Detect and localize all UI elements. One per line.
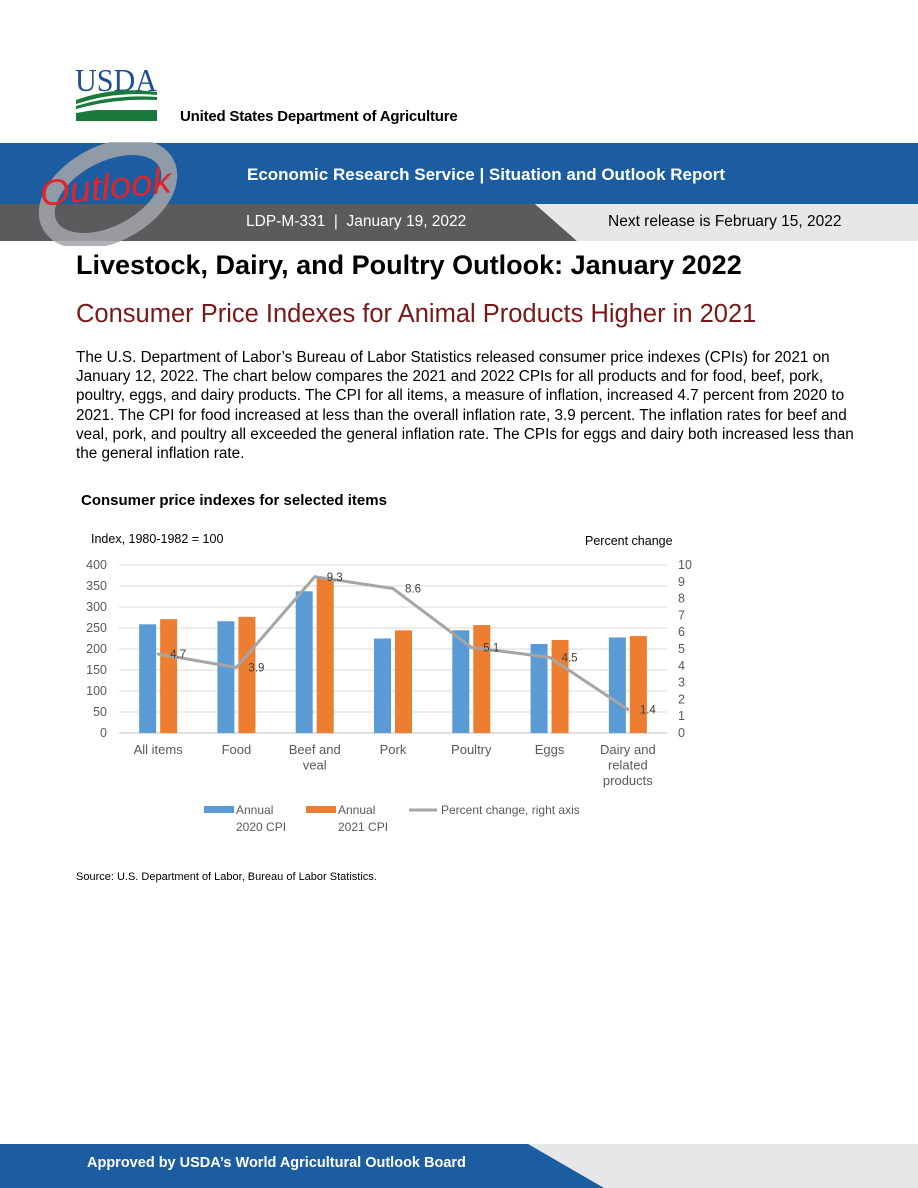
report-id-date: LDP-M-331 | January 19, 2022 [246, 213, 467, 230]
bar-2020 [295, 591, 313, 733]
y-tick-label: 0 [100, 726, 107, 740]
bar-2020 [530, 643, 548, 733]
y2-tick-label: 9 [678, 575, 685, 589]
line-point [391, 587, 395, 591]
cpi-chart: Index, 1980-1982 = 100 Percent change 4.… [86, 532, 692, 834]
data-label: 3.9 [248, 662, 264, 674]
bar-2021 [473, 625, 491, 733]
bar-2021 [316, 578, 334, 733]
department-name: United States Department of Agriculture [180, 108, 458, 125]
y-tick-label: 400 [86, 558, 107, 572]
y2-tick-label: 7 [678, 608, 685, 622]
y2-tick-label: 8 [678, 592, 685, 606]
y-tick-label: 250 [86, 621, 107, 635]
y2-tick-label: 0 [678, 726, 685, 740]
outlook-logo: Outlook [38, 142, 178, 246]
y2-tick-label: 2 [678, 692, 685, 706]
legend-label: 2021 CPI [338, 820, 388, 834]
legend-label: Annual [236, 803, 273, 817]
data-label: 8.6 [405, 584, 421, 596]
line-point [626, 707, 630, 711]
next-release-date: Next release is February 15, 2022 [608, 213, 842, 230]
bar-2021 [238, 616, 256, 733]
x-tick-label: Poultry [451, 742, 492, 757]
bar-2020 [608, 637, 626, 733]
line-point [469, 645, 473, 649]
legend-swatch [204, 806, 234, 813]
y-tick-label: 50 [93, 705, 107, 719]
y-tick-label: 300 [86, 600, 107, 614]
legend-label: 2020 CPI [236, 820, 286, 834]
x-tick-label: All items [134, 742, 184, 757]
x-tick-label: related [608, 758, 648, 773]
y-tick-label: 350 [86, 579, 107, 593]
page-subtitle: Consumer Price Indexes for Animal Produc… [76, 300, 757, 328]
bar-2020 [374, 638, 391, 733]
x-tick-label: veal [303, 758, 327, 773]
legend-label: Percent change, right axis [441, 803, 580, 817]
y2-tick-label: 1 [678, 709, 685, 723]
y2-tick-label: 3 [678, 676, 685, 690]
y2-tick-label: 4 [678, 659, 685, 673]
y2-tick-label: 6 [678, 625, 685, 639]
page-title: Livestock, Dairy, and Poultry Outlook: J… [76, 250, 742, 280]
footer-bar [0, 1144, 918, 1188]
x-tick-label: products [603, 773, 653, 788]
line-point [234, 665, 238, 669]
bar-2020 [452, 630, 470, 733]
right-axis-label: Percent change [585, 534, 673, 548]
line-point [313, 575, 317, 579]
footer-approval: Approved by USDA’s World Agricultural Ou… [87, 1155, 466, 1171]
x-tick-label: Beef and [289, 742, 341, 757]
data-label: 4.7 [170, 649, 186, 661]
x-tick-label: Eggs [535, 742, 565, 757]
bar-2021 [395, 630, 412, 733]
x-tick-label: Dairy and [600, 742, 656, 757]
usda-logo: USDA [75, 62, 159, 122]
y-tick-label: 100 [86, 684, 107, 698]
legend-swatch [306, 806, 336, 813]
line-point [156, 652, 160, 656]
source-note: Source: U.S. Department of Labor, Bureau… [76, 871, 377, 883]
x-tick-label: Pork [380, 742, 407, 757]
banner-title: Economic Research Service | Situation an… [247, 165, 726, 184]
y2-tick-label: 5 [678, 642, 685, 656]
bar-2021 [160, 619, 178, 733]
x-tick-label: Food [222, 742, 252, 757]
y2-tick-label: 10 [678, 558, 692, 572]
data-label: 5.1 [483, 642, 499, 654]
y-tick-label: 150 [86, 663, 107, 677]
intro-paragraph: The U.S. Department of Labor’s Bureau of… [76, 349, 854, 463]
left-axis-label: Index, 1980-1982 = 100 [91, 532, 223, 546]
legend-label: Annual [338, 803, 375, 817]
bar-2020 [217, 621, 235, 733]
data-label: 9.3 [327, 572, 343, 584]
data-label: 1.4 [640, 704, 657, 716]
line-point [548, 655, 552, 659]
y-tick-label: 200 [86, 642, 107, 656]
bar-2021 [629, 636, 647, 733]
chart-title: Consumer price indexes for selected item… [81, 492, 387, 509]
bar-2020 [139, 624, 157, 733]
data-label: 4.5 [562, 652, 578, 664]
